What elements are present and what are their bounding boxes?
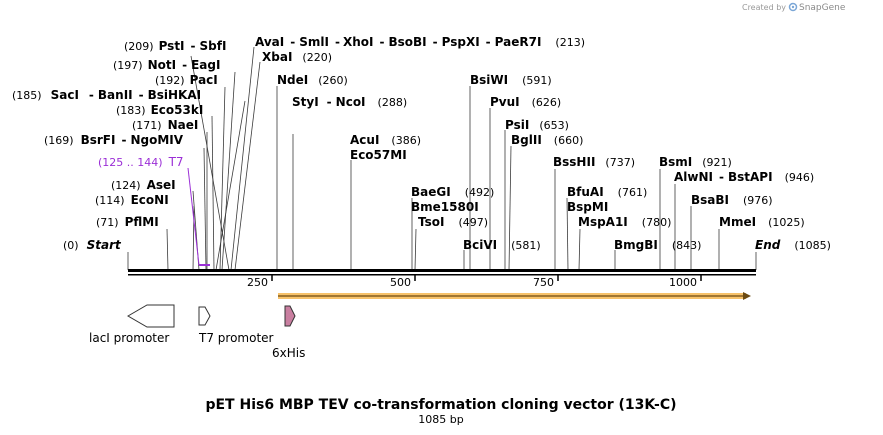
his-tag-feature[interactable] (284, 305, 296, 327)
site-label[interactable]: (185) SacI - BanII - BsiHKAI (12, 88, 201, 102)
connector-bfuai (566, 197, 569, 271)
snapgene-logo-icon (788, 2, 798, 12)
t7-site-label[interactable]: (125 .. 144) T7 (98, 155, 184, 169)
site-connectors (127, 46, 757, 271)
connector-pflmi (166, 228, 169, 271)
site-label[interactable]: BsaBI (976) (691, 193, 773, 207)
laci-promoter-feature[interactable] (127, 304, 175, 328)
site-label[interactable]: StyI - NcoI (288) (292, 95, 407, 109)
site-label[interactable]: BglII (660) (511, 133, 583, 147)
site-label[interactable]: MspA1I (780) (578, 215, 671, 229)
site-label[interactable]: BspMI (567, 200, 608, 214)
tick-label: 750 (533, 276, 554, 289)
site-label[interactable]: MmeI (1025) (719, 215, 805, 229)
site-label[interactable]: (183) Eco53kI (116, 103, 203, 117)
tick-label: 500 (390, 276, 411, 289)
site-label[interactable]: (71) PflMI (96, 215, 159, 229)
site-label[interactable]: BfuAI (761) (567, 185, 647, 199)
map-length: 1085 bp (418, 413, 463, 426)
backbone (128, 269, 756, 276)
connector-bglii (508, 145, 512, 271)
site-label[interactable]: BsmI (921) (659, 155, 732, 169)
site-label[interactable]: AcuI (386) (350, 133, 421, 147)
site-label[interactable]: PvuI (626) (490, 95, 561, 109)
site-label[interactable]: NdeI (260) (277, 73, 348, 87)
site-label[interactable]: AvaI - SmlI - XhoI - BsoBI - PspXI - PaeR7I (213) (255, 35, 585, 49)
t7-promoter-label: T7 promoter (198, 331, 274, 345)
connector-tsoi (414, 228, 417, 271)
site-label[interactable]: AlwNI - BstAPI (946) (674, 170, 814, 184)
site-label[interactable]: BaeGI (492) (411, 185, 494, 199)
site-label[interactable]: (197) NotI - EagI (113, 58, 220, 72)
end-label: End (1085) (755, 238, 831, 252)
site-label[interactable]: Bme1580I (411, 200, 479, 214)
start-label: (0) Start (63, 238, 122, 252)
site-label[interactable]: TsoI (497) (418, 215, 488, 229)
site-label[interactable]: Eco57MI (350, 148, 407, 162)
site-label[interactable]: (192) PacI (155, 73, 218, 87)
connector-xbai (234, 61, 261, 271)
site-label[interactable]: (209) PstI - SbfI (124, 39, 226, 53)
tick-label: 250 (247, 276, 268, 289)
site-label[interactable]: BssHII (737) (553, 155, 635, 169)
site-label[interactable]: BsiWI (591) (470, 73, 552, 87)
enzyme-labels: (209) PstI - SbfI AvaI - SmlI - XhoI - BsoBI - PspX… (12, 35, 831, 252)
connector-psti (190, 55, 230, 271)
brand-text: SnapGene (799, 3, 846, 13)
site-label[interactable]: (171) NaeI (132, 118, 198, 132)
site-label[interactable]: XbaI (220) (262, 50, 332, 64)
connector-saci (215, 100, 246, 271)
site-label[interactable]: PsiI (653) (505, 118, 569, 132)
laci-promoter-label: lacI promoter (89, 331, 169, 345)
tick-label: 1000 (669, 276, 697, 289)
ruler: 250 500 750 1000 (247, 275, 702, 289)
site-label[interactable]: (124) AseI (111, 178, 176, 192)
t7-connector (187, 167, 200, 266)
site-label[interactable]: BciVI (581) (463, 238, 541, 252)
connector-eco53ki (211, 115, 215, 271)
t7-promoter-feature[interactable] (198, 306, 211, 326)
connector-mspa1i (578, 228, 581, 271)
orf-arrow[interactable] (278, 292, 751, 300)
connector-noti (221, 71, 236, 271)
connector-avai (230, 46, 255, 271)
connector-bsrfi (203, 147, 207, 271)
map-title: pET His6 MBP TEV co-transformation cloni… (205, 397, 676, 413)
site-label[interactable]: BmgBI (843) (614, 238, 701, 252)
credit-text: Created by (742, 3, 786, 12)
site-label[interactable]: (169) BsrFI - NgoMIV (44, 133, 184, 147)
his-tag-label: 6xHis (272, 346, 305, 360)
site-label[interactable]: (114) EcoNI (95, 193, 169, 207)
